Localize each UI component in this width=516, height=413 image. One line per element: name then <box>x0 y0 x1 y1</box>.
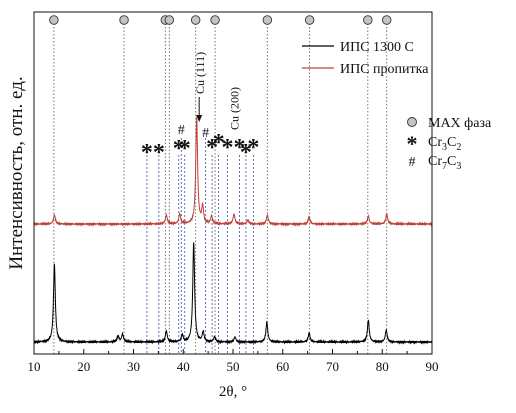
max-phase-marker <box>190 15 201 25</box>
cr3c2-marker: * <box>213 130 225 156</box>
reference-lines <box>53 20 388 354</box>
cu-111-arrowhead <box>196 115 203 122</box>
cr3c2-marker: * <box>240 140 252 166</box>
max-phase-legend-icon <box>407 117 417 127</box>
max-phase-marker <box>119 15 129 25</box>
x-tick-label: 70 <box>326 359 339 374</box>
cr3c2-marker: * <box>153 140 165 166</box>
cu-200-label: Cu (200) <box>227 87 241 130</box>
y-axis-label: Интенсивность, отн. ед. <box>6 76 27 269</box>
x-axis: 10 20 30 40 50 60 70 80 90 <box>28 349 439 374</box>
marker-legend-label: Cr3C2 <box>428 135 461 153</box>
cr3c2-marker: * <box>173 136 185 162</box>
peak-annotations: Cu (111) Cu (200) <box>193 52 241 130</box>
cr3c2-marker: * <box>222 135 234 161</box>
marker-legend-label: Cr7C3 <box>428 154 461 172</box>
x-tick-label: 10 <box>28 359 41 374</box>
max-phase-marker <box>304 15 315 25</box>
x-tick-label: 40 <box>177 359 190 374</box>
cr7c3-marker: # <box>202 126 209 141</box>
x-tick-label: 30 <box>127 359 140 374</box>
max-phase-marker <box>210 15 220 25</box>
series-line <box>33 242 433 345</box>
max-phase-marker <box>164 15 175 25</box>
series-layer <box>33 116 433 345</box>
marker-legend-label: MAX фаза <box>428 116 492 131</box>
cr3c2-marker: * <box>247 135 259 161</box>
marker-legend-symbol: * <box>407 131 418 156</box>
cr3c2-marker: * <box>233 135 245 161</box>
max-phase-marker <box>363 15 373 25</box>
legend-label: ИПС 1300 С <box>340 40 414 55</box>
cr3c2-marker: * <box>179 136 191 162</box>
marker-legend-symbol: # <box>409 155 416 170</box>
x-tick-label: 50 <box>227 359 240 374</box>
legend: ИПС 1300 С ИПС пропитка <box>302 40 429 77</box>
max-phase-marker <box>381 15 392 25</box>
phase-markers: * * ** *** ***# # <box>49 15 392 166</box>
series-line <box>33 116 433 227</box>
marker-legend: MAX фаза * Cr3C2 # Cr7C3 <box>407 116 492 172</box>
x-tick-label: 80 <box>376 359 389 374</box>
max-phase-marker <box>262 15 273 25</box>
x-tick-label: 90 <box>426 359 439 374</box>
x-axis-label: 2θ, ° <box>219 384 247 400</box>
cr3c2-marker: * <box>141 140 153 166</box>
legend-label: ИПС пропитка <box>340 62 429 77</box>
cr7c3-marker: # <box>178 123 185 138</box>
x-tick-label: 20 <box>77 359 90 374</box>
x-tick-label: 60 <box>276 359 289 374</box>
max-phase-marker <box>49 15 59 25</box>
cr3c2-marker: * <box>206 135 218 161</box>
cu-111-label: Cu (111) <box>193 52 207 94</box>
